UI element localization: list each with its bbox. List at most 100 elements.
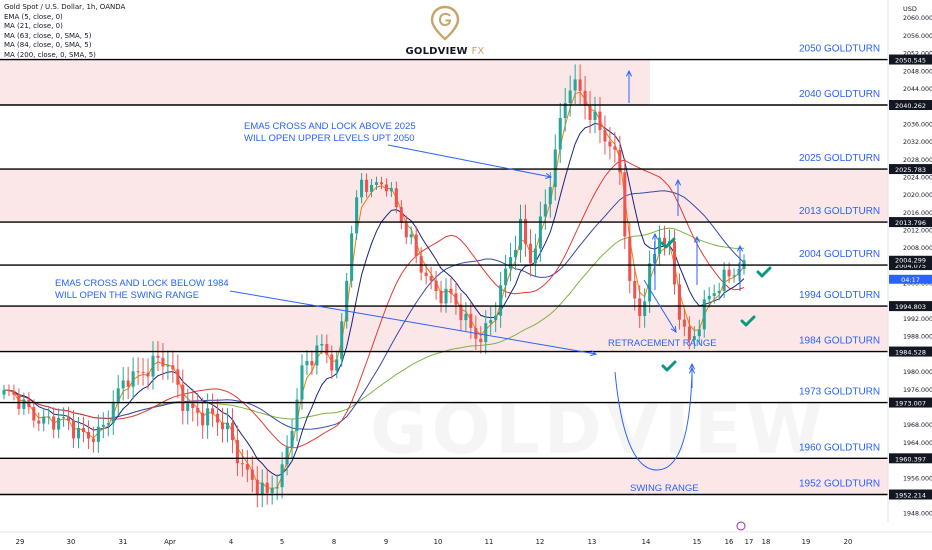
candle-body [280,464,284,488]
event-flag-icon [736,521,746,531]
candle [509,243,513,282]
candle [563,88,567,132]
candle [499,271,503,328]
level-price-tag [889,346,932,357]
candle [220,407,225,443]
candle-body [548,187,552,205]
candle [697,319,701,345]
candle-body [325,344,329,355]
symbol-title[interactable]: Gold Spot / U.S. Dollar, 1h, OANDA [4,3,126,11]
candle [374,176,379,190]
candle [91,426,95,453]
candle [260,469,264,508]
zone-band [0,458,888,495]
candle [290,419,294,458]
candle-body [156,355,160,358]
goldturn-level: 2004 GOLDTURN 2004.075 [0,249,932,271]
candle [732,268,736,283]
level-price-tag [889,301,932,312]
candle-body [230,422,234,441]
candle [57,408,61,439]
candle [275,474,279,500]
candle-body [201,412,205,426]
indicator-ma63[interactable]: MA (63, close, 0, SMA, 5) [4,31,92,40]
candle [722,261,726,298]
annotation-arrow [643,279,677,333]
price-tick-label: 2012.000 [903,228,932,235]
candle [245,450,249,483]
candle-body [260,482,264,496]
price-tick-label: 1992.000 [903,316,932,323]
candle [429,266,433,290]
candle-body [240,463,244,465]
annotation-arrow [229,290,598,357]
candle-body [255,479,259,496]
check-icon [756,266,772,278]
time-tick-label: 20 [844,538,853,546]
candle-body [345,280,349,322]
candle-body [374,182,379,185]
candle-body [528,243,532,264]
level-price-tag-text: 2013.796 [895,219,926,227]
indicator-ma200[interactable]: MA (200, close, 0, SMA, 5) [4,50,96,59]
candle-body [369,184,374,192]
candle [369,178,374,198]
candle-body [449,288,453,294]
time-tick-label: 29 [16,538,25,546]
candle [106,410,110,437]
candle [389,181,393,197]
candle [663,225,667,256]
candle-body [702,299,706,330]
candle [22,392,26,416]
chart-legend: Gold Spot / U.S. Dollar, 1h, OANDA EMA (… [4,3,125,60]
candle-body [628,236,632,281]
level-label: 2004 GOLDTURN [799,249,880,260]
candle [484,310,488,354]
candle [449,277,453,304]
indicator-ma21[interactable]: MA (21, close, 0) [4,22,63,30]
indicator-ema5[interactable]: EMA (5, close, 0) [4,12,63,21]
logo-brand: GOLDVIEW [405,46,468,57]
candle [201,397,205,439]
candle-body [707,295,711,300]
candle-body [613,146,617,150]
candle-body [464,313,468,321]
candle-body [225,422,230,430]
level-label: 1952 GOLDTURN [799,479,880,490]
candle [270,475,274,505]
candle [181,369,185,425]
candle [687,316,691,350]
candle-body [603,130,607,142]
candle-body [593,111,597,120]
candle-body [300,365,304,400]
candle [419,247,423,281]
indicator-ma84[interactable]: MA (84, close, 0, SMA, 5) [4,41,92,49]
annotation-arrow [674,178,682,216]
candle [250,455,254,493]
candle-body [414,234,418,257]
zones-layer [0,59,888,495]
candle [394,181,398,214]
annotation-swing-text: SWING RANGE [630,483,699,494]
candle-body [81,427,85,433]
candle [533,233,537,277]
candle [712,284,716,304]
time-tick-label: 18 [762,538,771,546]
candle [235,425,239,477]
candle-body [320,344,324,346]
ma21-line [3,122,745,477]
candle-body [86,432,90,439]
candle-body [499,285,503,316]
time-tick-label: 10 [434,538,443,546]
candle [42,408,46,432]
candle-body [479,338,483,343]
candle-body [290,430,294,448]
arrow-head [688,362,696,370]
zone-band [0,169,888,223]
candle-body [538,216,542,249]
candle-body [32,407,36,421]
time-tick-label: 8 [332,538,336,546]
time-tick-label: 19 [802,538,811,546]
candle-body [648,263,652,302]
